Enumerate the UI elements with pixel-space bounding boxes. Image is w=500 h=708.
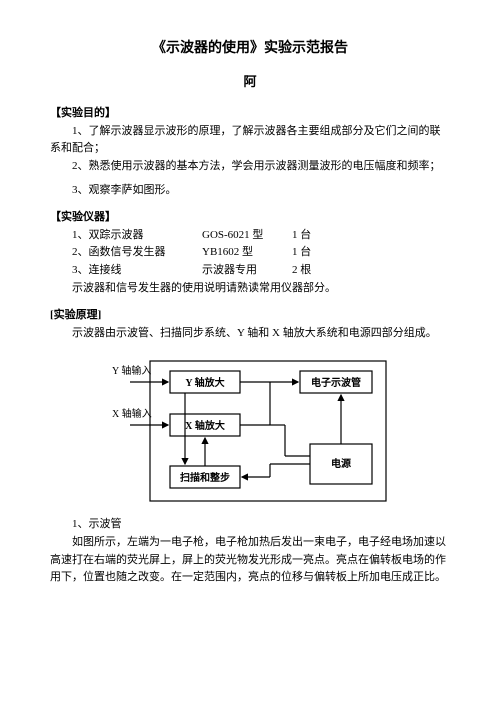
sec1-p2: 2、熟悉使用示波器的基本方法，学会用示波器测量波形的电压幅度和频率； (50, 158, 450, 176)
cell: 1 台 (292, 244, 352, 262)
diag-ylabel: Y 轴输入 (112, 364, 151, 377)
sec1-head: 【实验目的】 (50, 105, 450, 123)
sec4-head: 1、示波管 (50, 516, 450, 534)
cell: GOS-6021 型 (202, 227, 292, 245)
diag-sweep: 扫描和整步 (180, 471, 230, 484)
cell: 1、双踪示波器 (72, 227, 202, 245)
sec1-p3: 3、观察李萨如图形。 (50, 182, 450, 200)
doc-subtitle: 阿 (50, 72, 450, 93)
sec1-p1: 1、了解示波器显示波形的原理，了解示波器各主要组成部分及它们之间的联系和配合； (50, 123, 450, 158)
block-diagram: Y 轴放大 X 轴放大 扫描和整步 电子示波管 电源 Y 轴输入 X 轴输入 (110, 356, 390, 506)
sec3-p1: 示波器由示波管、扫描同步系统、Y 轴和 X 轴放大系统和电源四部分组成。 (50, 325, 450, 343)
sec2-head: 【实验仪器】 (50, 209, 450, 227)
cell: 示波器专用 (202, 262, 292, 280)
sec3-head: [实验原理] (50, 307, 450, 325)
cell: YB1602 型 (202, 244, 292, 262)
doc-title: 《示波器的使用》实验示范报告 (50, 38, 450, 60)
cell: 1 台 (292, 227, 352, 245)
cell: 3、连接线 (72, 262, 202, 280)
instrument-row: 1、双踪示波器 GOS-6021 型 1 台 (72, 227, 450, 245)
diag-power: 电源 (331, 457, 351, 470)
diag-crt: 电子示波管 (311, 376, 361, 389)
cell: 2、函数信号发生器 (72, 244, 202, 262)
sec4-p1: 如图所示，左端为一电子枪，电子枪加热后发出一束电子，电子经电场加速以高速打在右端… (50, 534, 450, 587)
diag-xamp: X 轴放大 (185, 419, 225, 432)
diag-xlabel: X 轴输入 (112, 407, 152, 420)
instrument-row: 3、连接线 示波器专用 2 根 (72, 262, 450, 280)
cell: 2 根 (292, 262, 352, 280)
diag-yamp: Y 轴放大 (185, 376, 224, 389)
instrument-row: 2、函数信号发生器 YB1602 型 1 台 (72, 244, 450, 262)
sec2-note: 示波器和信号发生器的使用说明请熟读常用仪器部分。 (50, 280, 450, 298)
